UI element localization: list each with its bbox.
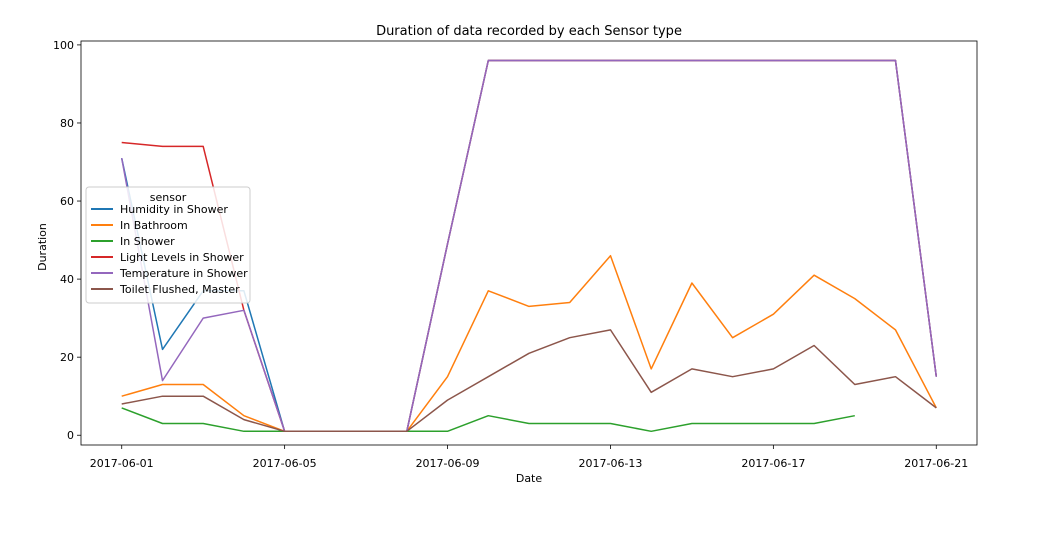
x-tick-label-4: 2017-06-17: [741, 457, 805, 470]
y-tick-label-1: 20: [60, 351, 74, 364]
chart-title: Duration of data recorded by each Sensor…: [376, 24, 682, 39]
series-line-4: [120, 59, 938, 433]
x-tick-label-3: 2017-06-13: [578, 457, 642, 470]
series-line-2: [121, 407, 855, 433]
legend-title: sensor: [150, 191, 187, 204]
legend-items: Humidity in Shower In Bathroom In Shower Li…: [91, 203, 248, 296]
legend-label-3: Light Levels in Shower: [120, 251, 244, 264]
series-lines: [120, 59, 938, 433]
y-tick-label-5: 100: [53, 39, 74, 52]
x-tick-label-5: 2017-06-21: [904, 457, 968, 470]
legend-box: [85, 186, 251, 304]
legend: sensor Humidity in Shower In Bathroom In S…: [85, 186, 251, 304]
y-tick-label-4: 80: [60, 117, 74, 130]
x-tick-label-0: 2017-06-01: [90, 457, 154, 470]
legend-label-0: Humidity in Shower: [120, 203, 228, 216]
y-tick-label-3: 60: [60, 195, 74, 208]
x-tick-label-2: 2017-06-09: [416, 457, 480, 470]
legend-label-1: In Bathroom: [120, 219, 188, 232]
x-tick-label-1: 2017-06-05: [253, 457, 317, 470]
axes: 0 20 40 60 80 100 2017-06-01 2017-06-05 2017-06-…: [53, 39, 978, 470]
legend-label-4: Temperature in Shower: [119, 267, 248, 280]
series-line-5: [121, 329, 937, 433]
plot-frame: [80, 40, 978, 446]
y-tick-label-2: 40: [60, 273, 74, 286]
y-tick-label-0: 0: [67, 429, 74, 442]
series-line-1: [121, 254, 937, 433]
x-axis-label: Date: [516, 472, 543, 485]
legend-label-5: Toilet Flushed, Master: [119, 283, 240, 296]
legend-label-2: In Shower: [120, 235, 175, 248]
y-axis-label: Duration: [36, 223, 49, 271]
